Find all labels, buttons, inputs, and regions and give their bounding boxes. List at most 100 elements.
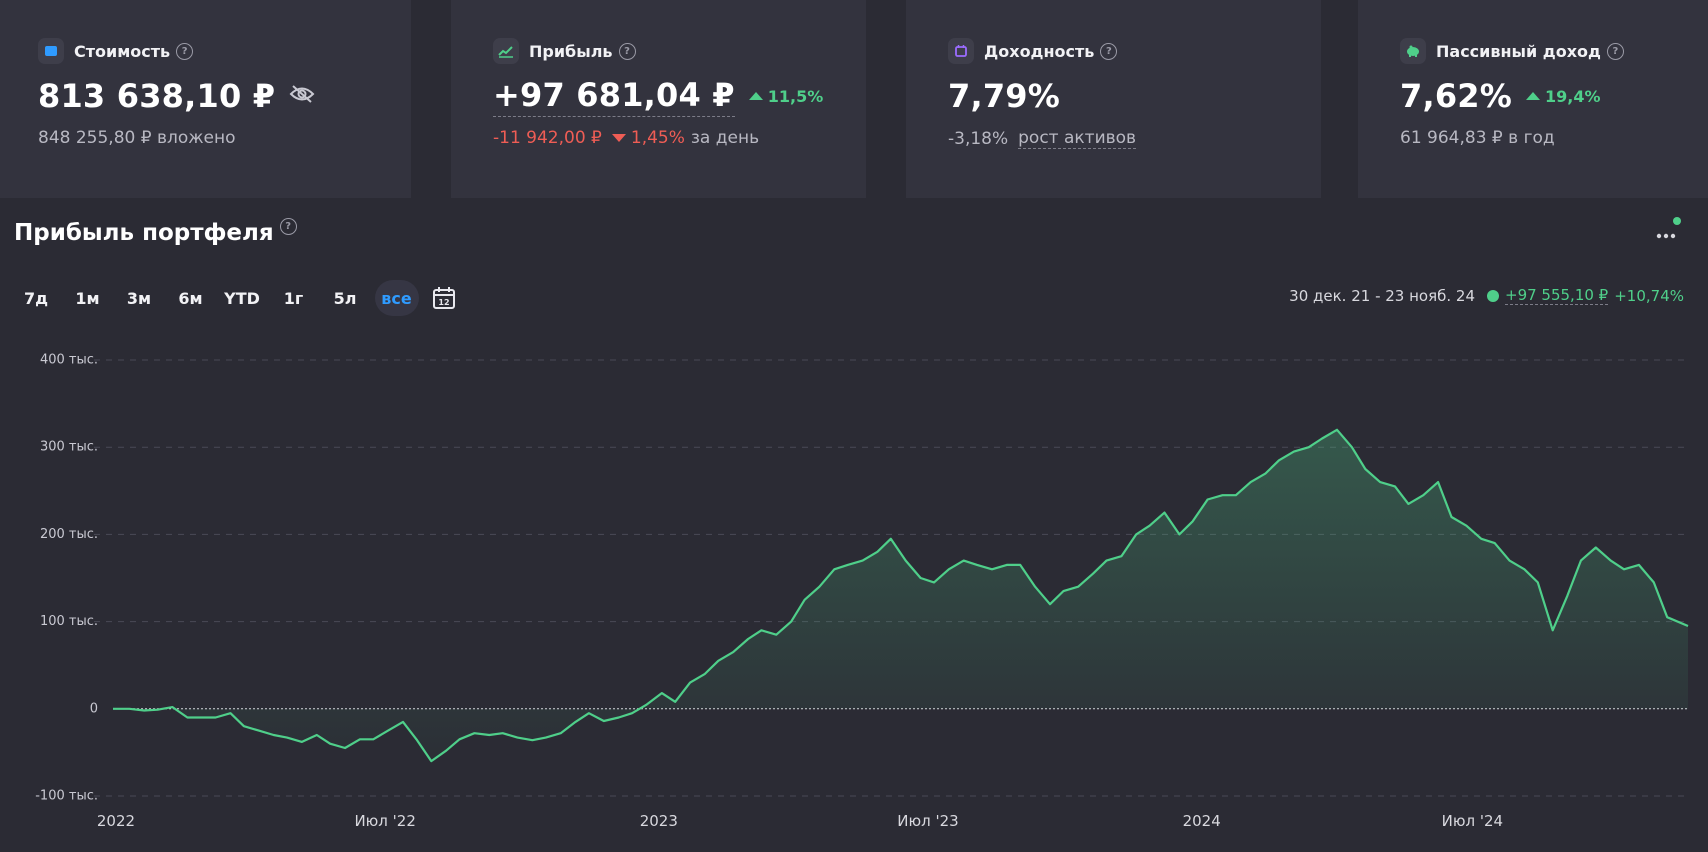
data-point [1407,503,1409,505]
calendar-picker-icon[interactable]: 12 [426,280,462,316]
card-title-label: Доходность [984,41,1095,61]
card-title: Прибыль ? [493,38,866,64]
data-point [1077,586,1079,588]
period-1m[interactable]: 1м [75,288,100,308]
data-point [1509,560,1511,562]
card-yield[interactable]: Доходность ? 7,79% -3,18% рост активов [906,0,1321,198]
data-point [1567,594,1569,596]
data-point [1149,525,1151,527]
data-point [760,629,762,631]
range-delta[interactable]: +97 555,10 ₽ [1505,286,1609,305]
data-point [286,737,288,739]
period-ytd[interactable]: YTD [224,288,260,308]
data-point [157,709,159,711]
data-point [603,720,605,722]
period-7d[interactable]: 7д [23,288,49,308]
data-point [112,708,114,710]
card-title-label: Прибыль [529,41,613,61]
help-icon[interactable]: ? [618,42,636,60]
data-point [186,717,188,719]
data-point [575,721,577,723]
card-title: Доходность ? [948,38,1321,64]
data-point [1321,438,1323,440]
range-pct: +10,74% [1614,286,1684,305]
asset-growth: -3,18% рост активов [948,128,1321,149]
data-point [1092,573,1094,575]
period-5y[interactable]: 5л [333,288,357,308]
data-point [128,708,130,710]
data-point [1552,629,1554,631]
card-value[interactable]: Стоимость ? 813 638,10 ₽ 848 255,80 ₽ вл… [0,0,411,198]
data-point [1034,586,1036,588]
arrow-down-icon [611,134,626,142]
data-point [876,551,878,553]
data-point [200,717,202,719]
y-tick-label: 0 [90,701,98,716]
data-point [1106,560,1108,562]
period-1y[interactable]: 1г [283,288,304,308]
period-6m[interactable]: 6м [178,288,203,308]
x-tick-label: 2022 [97,812,135,830]
data-point [1351,446,1353,448]
help-icon[interactable]: ? [1606,42,1624,60]
series-area [113,429,1688,762]
data-point [704,673,706,675]
data-point [344,747,346,749]
data-point [372,738,374,740]
data-point [1019,564,1021,566]
data-point [1451,516,1453,518]
range-summary: 30 дек. 21 - 23 нояб. 24 +97 555,10 ₽ +1… [1289,286,1684,305]
y-tick-label: 200 тыс. [40,527,98,542]
data-point [847,564,849,566]
x-tick-label: Июл '23 [897,812,958,830]
data-point [1006,564,1008,566]
help-icon[interactable]: ? [279,217,297,235]
data-point [1638,564,1640,566]
asset-growth-label[interactable]: рост активов [1018,128,1137,149]
data-point [674,701,676,703]
profit-value[interactable]: +97 681,04 ₽ [493,76,735,117]
period-all[interactable]: все [374,280,419,316]
card-title-label: Стоимость [74,41,171,61]
data-point [804,599,806,601]
data-point [1120,555,1122,557]
data-point [1666,616,1668,618]
profit-chart[interactable]: 400 тыс. 300 тыс. 200 тыс. 100 тыс. 0 -100 ты… [0,340,1708,850]
day-change-amount: -11 942,00 ₽ [493,128,602,148]
data-point [1265,472,1267,474]
annual-income: 61 964,83 ₽ в год [1400,128,1555,148]
data-point [273,734,275,736]
hide-value-eye-icon[interactable] [289,84,315,108]
y-tick-label: 400 тыс. [40,353,98,368]
data-point [545,737,547,739]
card-title-label: Пассивный доход [1436,41,1601,61]
data-point [473,732,475,734]
data-point [1207,499,1209,501]
data-point [1308,446,1310,448]
notification-dot [1673,217,1681,225]
data-point [862,560,864,562]
series-dot-icon [1487,289,1499,302]
data-point [359,738,361,740]
help-icon[interactable]: ? [176,42,194,60]
data-point [790,621,792,623]
period-3m[interactable]: 3м [126,288,152,308]
data-point [1394,485,1396,487]
data-point [920,577,922,579]
arrow-up-icon [748,92,763,100]
card-passive-income[interactable]: Пассивный доход ? 7,62% 19,4% 61 964,83 … [1358,0,1708,198]
card-profit[interactable]: Прибыль ? +97 681,04 ₽ 11,5% -11 942,00 … [451,0,866,198]
data-point [488,734,490,736]
data-point [1687,625,1689,627]
data-point [732,651,734,653]
data-point [445,750,447,752]
wallet-icon [38,38,64,64]
data-point [1480,538,1482,540]
y-tick-label: 300 тыс. [40,440,98,455]
help-icon[interactable]: ? [1100,42,1118,60]
invested-amount: 848 255,80 ₽ вложено [38,128,236,148]
data-point [143,710,145,712]
day-change-label: за день [690,128,760,148]
more-options-button[interactable] [1650,220,1686,250]
data-point [402,721,404,723]
